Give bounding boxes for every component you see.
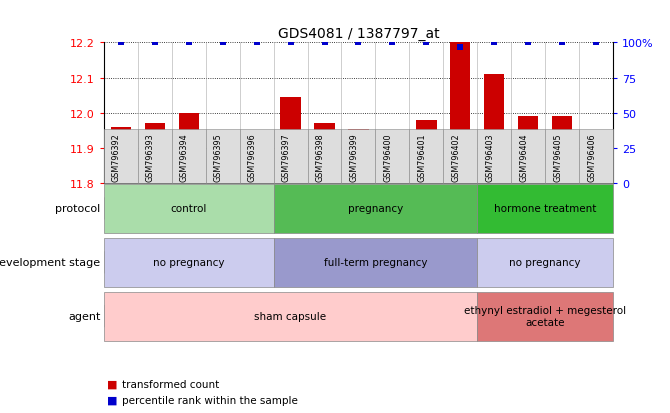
Bar — [178, 114, 199, 184]
Text: GSM796404: GSM796404 — [519, 133, 528, 181]
Bar — [247, 133, 267, 184]
Text: GSM796403: GSM796403 — [485, 133, 494, 181]
Text: no pregnancy: no pregnancy — [509, 258, 581, 268]
Text: GSM796400: GSM796400 — [383, 133, 393, 181]
Bar — [416, 121, 437, 184]
Text: GSM796394: GSM796394 — [180, 133, 189, 181]
Text: ethynyl estradiol + megesterol
acetate: ethynyl estradiol + megesterol acetate — [464, 306, 626, 327]
Text: development stage: development stage — [0, 258, 100, 268]
Bar — [212, 147, 233, 184]
Bar — [450, 43, 470, 184]
Bar — [382, 136, 403, 184]
Bar — [145, 124, 165, 184]
Text: hormone treatment: hormone treatment — [494, 204, 596, 214]
Text: GSM796392: GSM796392 — [112, 133, 121, 181]
Text: GSM796395: GSM796395 — [214, 133, 222, 181]
Text: transformed count: transformed count — [122, 379, 219, 389]
Bar — [314, 124, 335, 184]
Text: pregnancy: pregnancy — [348, 204, 403, 214]
Text: GSM796402: GSM796402 — [452, 133, 460, 181]
Text: GSM796406: GSM796406 — [587, 133, 596, 181]
Text: GSM796393: GSM796393 — [146, 133, 155, 181]
Text: no pregnancy: no pregnancy — [153, 258, 224, 268]
Text: sham capsule: sham capsule — [255, 311, 326, 321]
Text: agent: agent — [68, 311, 100, 321]
Bar — [348, 129, 369, 184]
Bar — [484, 75, 505, 184]
Text: protocol: protocol — [55, 204, 100, 214]
Text: GSM796397: GSM796397 — [281, 133, 291, 181]
Text: control: control — [171, 204, 207, 214]
Text: GSM796396: GSM796396 — [248, 133, 257, 181]
Text: percentile rank within the sample: percentile rank within the sample — [122, 395, 297, 405]
Title: GDS4081 / 1387797_at: GDS4081 / 1387797_at — [277, 27, 440, 41]
Bar — [586, 157, 606, 184]
Text: GSM796399: GSM796399 — [350, 133, 358, 181]
Text: GSM796398: GSM796398 — [316, 133, 324, 181]
Bar — [280, 98, 301, 184]
Text: GSM796401: GSM796401 — [417, 133, 426, 181]
Text: GSM796405: GSM796405 — [553, 133, 562, 181]
Bar — [552, 117, 572, 184]
Bar — [111, 128, 131, 184]
Text: ■: ■ — [107, 379, 118, 389]
Text: full-term pregnancy: full-term pregnancy — [324, 258, 427, 268]
Text: ■: ■ — [107, 395, 118, 405]
Bar — [518, 117, 539, 184]
